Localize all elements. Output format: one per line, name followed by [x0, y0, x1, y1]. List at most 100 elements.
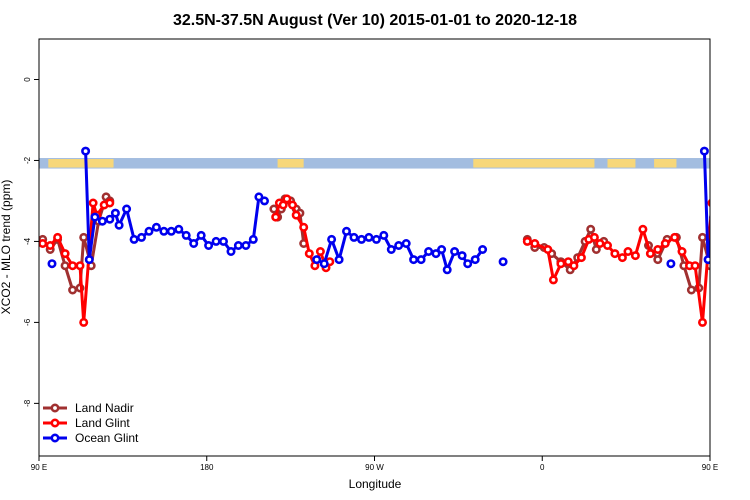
data-point — [712, 212, 718, 218]
x-tick-label: 180 — [200, 463, 214, 472]
data-point — [563, 257, 573, 267]
data-point — [703, 255, 710, 265]
x-tick-label: 90 E — [31, 463, 47, 472]
y-tick-label: 0 — [23, 77, 32, 82]
legend-item: Land Nadir — [43, 401, 134, 415]
data-point — [226, 247, 236, 257]
data-point — [735, 222, 741, 228]
data-point — [291, 210, 301, 220]
data-point — [437, 245, 447, 255]
data-point — [478, 245, 488, 255]
data-point — [457, 251, 467, 261]
data-point — [714, 218, 720, 224]
data-point — [548, 275, 558, 285]
coverage-band-land — [473, 159, 595, 168]
data-point — [75, 261, 85, 271]
coverage-band-land — [607, 159, 636, 168]
data-point — [725, 198, 731, 204]
data-point — [204, 241, 214, 251]
data-point — [591, 245, 601, 255]
data-point — [219, 236, 229, 246]
data-point — [690, 261, 700, 271]
data-point — [122, 204, 132, 214]
data-point — [595, 239, 605, 249]
data-point — [97, 216, 107, 226]
data-point — [556, 259, 566, 269]
data-point — [530, 239, 540, 249]
data-point — [271, 212, 281, 222]
legend-marker — [50, 403, 60, 413]
data-point — [189, 239, 199, 249]
data-point — [569, 261, 579, 271]
x-tick-label: 90 W — [365, 463, 384, 472]
x-axis: 90 E 180 90 W 0 90 E — [31, 456, 718, 472]
data-point — [105, 198, 115, 208]
data-point — [349, 232, 359, 242]
data-point — [442, 265, 452, 275]
series-line — [702, 151, 710, 262]
data-point — [742, 206, 748, 212]
legend-label: Ocean Glint — [75, 431, 139, 445]
y-tick-label: -2 — [23, 156, 32, 164]
data-point — [282, 194, 292, 204]
data-point — [697, 317, 707, 327]
data-point — [84, 255, 94, 265]
data-point — [299, 222, 309, 232]
data-point — [364, 232, 374, 242]
data-point — [660, 239, 670, 249]
data-point — [630, 251, 640, 261]
data-point — [159, 226, 169, 236]
data-point — [470, 255, 480, 265]
data-point — [144, 226, 154, 236]
data-point — [129, 234, 139, 244]
coverage-band-ocean — [39, 158, 710, 169]
data-point — [81, 146, 91, 156]
legend-label: Land Glint — [75, 416, 130, 430]
coverage-band-land — [48, 159, 114, 168]
y-tick-label: -8 — [23, 399, 32, 407]
data-point — [233, 241, 243, 251]
data-point — [586, 224, 596, 234]
data-point — [686, 285, 696, 295]
y-axis-label: XCO2 - MLO trend (ppm) — [0, 180, 13, 315]
data-point — [60, 249, 70, 259]
data-point — [677, 247, 687, 257]
data-point — [666, 259, 676, 269]
data-point — [53, 232, 63, 242]
data-point — [589, 232, 599, 242]
data-point — [90, 212, 100, 222]
data-point — [709, 214, 710, 220]
data-point — [416, 255, 426, 265]
data-point — [259, 196, 269, 206]
data-point — [174, 224, 184, 234]
legend-item: Ocean Glint — [43, 431, 139, 445]
legend-marker — [50, 433, 60, 443]
legend-marker — [50, 418, 60, 428]
data-point — [287, 200, 297, 210]
data-point — [731, 210, 737, 216]
data-point — [105, 214, 115, 224]
data-point — [341, 226, 351, 236]
coverage-band-land — [277, 159, 304, 168]
y-axis: 0 -2 -4 -6 -8 — [23, 77, 39, 407]
data-point — [196, 230, 206, 240]
data-point — [304, 249, 314, 259]
data-point — [386, 245, 396, 255]
data-point — [653, 255, 663, 265]
data-point — [699, 146, 709, 156]
series-line — [647, 235, 710, 292]
data-point — [60, 261, 70, 271]
data-point — [653, 245, 663, 255]
data-point — [638, 224, 648, 234]
data-point — [670, 232, 680, 242]
data-point — [110, 208, 120, 218]
data-point — [379, 230, 389, 240]
series-land-nadir — [39, 192, 731, 295]
data-point — [334, 255, 344, 265]
data-point — [576, 253, 586, 263]
data-point — [278, 200, 288, 210]
chart-title: 32.5N-37.5N August (Ver 10) 2015-01-01 t… — [173, 12, 577, 29]
data-point — [47, 259, 57, 269]
data-point — [623, 247, 633, 257]
